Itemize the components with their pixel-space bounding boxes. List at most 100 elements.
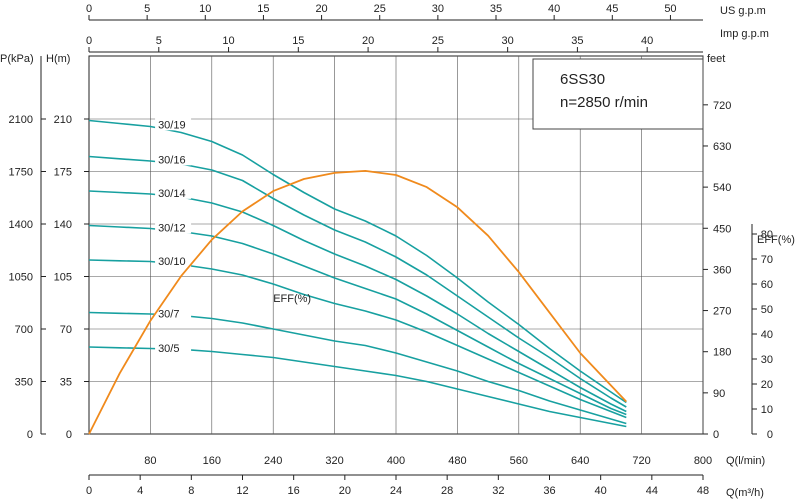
curve-label-30-12: 30/12 [158,222,186,234]
q-lmin-tick-label-720: 720 [632,455,650,467]
curve-label-30-14: 30/14 [158,188,186,200]
curve-label-bg-30-5 [155,339,192,354]
pressure-axis-title: P(kPa) [0,53,34,65]
q-lmin-tick-label-320: 320 [325,455,343,467]
eff-tick-label-20: 20 [761,379,773,391]
imp-gpm-tick-label-20: 20 [362,35,374,47]
curve-30-19 [88,119,627,404]
pressure-tick-label-1050: 1050 [9,272,33,284]
head-m-tick-label-140: 140 [54,219,72,231]
curve-label-30-7: 30/7 [158,308,179,320]
head-m-tick-label-0: 0 [66,429,72,441]
us-gpm-tick-label-35: 35 [490,3,502,15]
head-ft-tick-label-0: 0 [713,429,719,441]
q-lmin-tick-label-640: 640 [571,455,589,467]
q-m3h-tick-label-0: 0 [86,485,92,497]
efficiency-curve-label: EFF(%) [273,293,311,305]
curve-label-bg-30-16 [155,151,192,166]
imp-gpm-tick-label-30: 30 [502,35,514,47]
pressure-tick-label-1400: 1400 [9,219,33,231]
us-gpm-tick-label-45: 45 [606,3,618,15]
imp-gpm-tick-label-35: 35 [571,35,583,47]
head-ft-tick-label-270: 270 [713,306,731,318]
imp-gpm-axis-title: Imp g.p.m [720,28,769,40]
pressure-tick-label-1750: 1750 [9,167,33,179]
head-m-tick-label-105: 105 [54,272,72,284]
info-box: 6SS30 n=2850 r/min [532,58,704,130]
head-ft-tick-label-540: 540 [713,182,731,194]
pressure-tick-label-700: 700 [15,324,33,336]
eff-tick-label-40: 40 [761,329,773,341]
efficiency-curve [88,169,627,435]
q-m3h-tick-label-28: 28 [441,485,453,497]
pressure-tick-label-350: 350 [15,377,33,389]
eff-tick-label-60: 60 [761,279,773,291]
us-gpm-tick-label-25: 25 [374,3,386,15]
axes: 0350700105014001750210003570105140175210… [9,3,773,497]
head-ft-tick-label-450: 450 [713,223,731,235]
model-name: 6SS30 [560,71,605,88]
head-ft-tick-label-90: 90 [713,388,725,400]
imp-gpm-tick-label-15: 15 [292,35,304,47]
curve-label-30-16: 30/16 [158,154,186,166]
head-m-tick-label-70: 70 [60,324,72,336]
q-m3h-tick-label-16: 16 [288,485,300,497]
head-ft-tick-label-720: 720 [713,100,731,112]
q-lmin-tick-label-160: 160 [203,455,221,467]
series-layer: 30/19 30/16 30/14 30/12 30/10 30/7 30/5 EFF(%) [88,116,627,435]
us-gpm-axis-title: US g.p.m [720,5,766,17]
head-m-tick-label-175: 175 [54,167,72,179]
imp-gpm-tick-label-5: 5 [156,35,162,47]
head-ft-tick-label-360: 360 [713,264,731,276]
us-gpm-tick-label-15: 15 [257,3,269,15]
curve-label-bg-30-14 [155,184,192,199]
q-m3h-tick-label-32: 32 [492,485,504,497]
eff-axis-title: EFF(%) [757,234,795,246]
head-m-axis-title: H(m) [46,53,70,65]
eff-tick-label-10: 10 [761,404,773,416]
curve-label-bg-30-19 [155,116,192,131]
q-m3h-tick-label-24: 24 [390,485,402,497]
us-gpm-tick-label-0: 0 [86,3,92,15]
q-lmin-tick-label-800: 800 [694,455,712,467]
q-m3h-tick-label-8: 8 [188,485,194,497]
curve-label-30-19: 30/19 [158,119,186,131]
us-gpm-tick-label-50: 50 [664,3,676,15]
eff-tick-label-50: 50 [761,304,773,316]
q-lmin-tick-label-240: 240 [264,455,282,467]
head-ft-tick-label-630: 630 [713,141,731,153]
pressure-tick-label-2100: 2100 [9,114,33,126]
us-gpm-tick-label-10: 10 [199,3,211,15]
head-ft-axis-title: feet [707,53,725,65]
us-gpm-tick-label-30: 30 [432,3,444,15]
curve-30-10 [88,259,627,419]
q-m3h-tick-label-48: 48 [697,485,709,497]
q-lmin-tick-label-400: 400 [387,455,405,467]
us-gpm-tick-label-40: 40 [548,3,560,15]
eff-tick-label-0: 0 [767,429,773,441]
q-lmin-tick-label-560: 560 [510,455,528,467]
q-m3h-tick-label-36: 36 [543,485,555,497]
q-lmin-tick-label-80: 80 [144,455,156,467]
imp-gpm-tick-label-25: 25 [432,35,444,47]
us-gpm-tick-label-20: 20 [315,3,327,15]
eff-tick-label-80: 80 [761,229,773,241]
head-m-tick-label-35: 35 [60,377,72,389]
speed-label: n=2850 r/min [560,94,648,111]
q-m3h-tick-label-20: 20 [339,485,351,497]
eff-tick-label-30: 30 [761,354,773,366]
imp-gpm-tick-label-40: 40 [641,35,653,47]
q-m3h-tick-label-40: 40 [595,485,607,497]
us-gpm-tick-label-5: 5 [144,3,150,15]
imp-gpm-tick-label-10: 10 [222,35,234,47]
grid-lines [88,55,704,435]
imp-gpm-tick-label-0: 0 [86,35,92,47]
eff-tick-label-70: 70 [761,254,773,266]
info-box-frame [532,58,704,130]
head-m-tick-label-210: 210 [54,114,72,126]
head-ft-tick-label-180: 180 [713,347,731,359]
q-m3h-tick-label-4: 4 [137,485,143,497]
curve-label-30-10: 30/10 [158,256,186,268]
q-lmin-tick-label-480: 480 [448,455,466,467]
